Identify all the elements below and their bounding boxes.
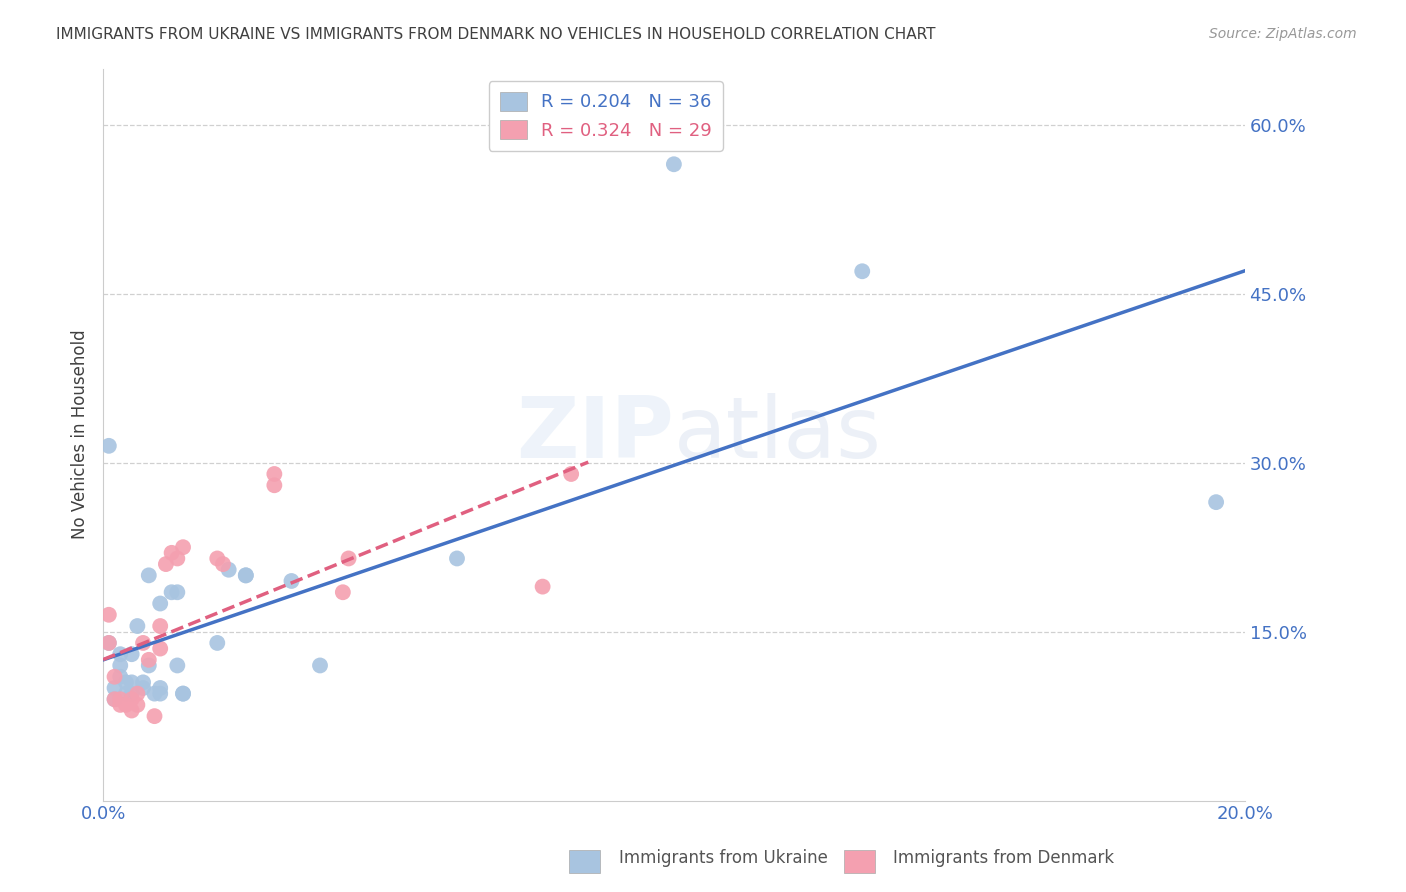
Text: Immigrants from Ukraine: Immigrants from Ukraine: [619, 849, 828, 867]
Point: [160, 546, 183, 560]
Point: [1205, 495, 1227, 509]
Point: [121, 687, 143, 701]
Point: [97, 636, 120, 650]
Point: [235, 568, 257, 582]
Point: [132, 681, 155, 695]
Point: [332, 585, 354, 599]
Point: [115, 698, 138, 712]
Point: [132, 675, 155, 690]
Point: [218, 563, 240, 577]
Point: [280, 574, 302, 588]
Point: [662, 157, 685, 171]
Y-axis label: No Vehicles in Household: No Vehicles in Household: [72, 330, 89, 540]
Point: [149, 687, 172, 701]
Point: [166, 658, 188, 673]
Point: [138, 568, 160, 582]
Point: [149, 641, 172, 656]
Point: [121, 675, 143, 690]
Point: [160, 585, 183, 599]
Point: [110, 692, 132, 706]
Point: [172, 687, 194, 701]
Point: [337, 551, 360, 566]
Point: [110, 670, 132, 684]
Point: [263, 478, 285, 492]
Point: [149, 597, 172, 611]
Point: [97, 607, 120, 622]
Point: [97, 636, 120, 650]
Point: [97, 439, 120, 453]
Point: [851, 264, 873, 278]
Point: [103, 692, 125, 706]
Text: atlas: atlas: [673, 393, 882, 476]
Point: [560, 467, 582, 481]
Point: [166, 551, 188, 566]
Point: [149, 619, 172, 633]
Point: [103, 670, 125, 684]
Point: [121, 704, 143, 718]
Point: [446, 551, 468, 566]
Text: Immigrants from Denmark: Immigrants from Denmark: [893, 849, 1114, 867]
Point: [207, 636, 229, 650]
Point: [207, 551, 229, 566]
Point: [235, 568, 257, 582]
Point: [110, 658, 132, 673]
Point: [127, 698, 149, 712]
Text: Source: ZipAtlas.com: Source: ZipAtlas.com: [1209, 27, 1357, 41]
Legend: R = 0.204   N = 36, R = 0.324   N = 29: R = 0.204 N = 36, R = 0.324 N = 29: [489, 81, 723, 151]
Point: [155, 557, 177, 571]
Point: [143, 709, 166, 723]
Point: [132, 636, 155, 650]
Point: [103, 692, 125, 706]
Point: [166, 585, 188, 599]
Point: [309, 658, 332, 673]
Point: [121, 692, 143, 706]
Point: [531, 580, 554, 594]
Point: [121, 647, 143, 661]
Point: [115, 675, 138, 690]
Point: [138, 653, 160, 667]
Point: [172, 687, 194, 701]
Point: [103, 681, 125, 695]
Point: [110, 698, 132, 712]
Point: [127, 619, 149, 633]
Text: IMMIGRANTS FROM UKRAINE VS IMMIGRANTS FROM DENMARK NO VEHICLES IN HOUSEHOLD CORR: IMMIGRANTS FROM UKRAINE VS IMMIGRANTS FR…: [56, 27, 936, 42]
Point: [149, 681, 172, 695]
Point: [138, 658, 160, 673]
Point: [143, 687, 166, 701]
Point: [263, 467, 285, 481]
Point: [115, 687, 138, 701]
Point: [212, 557, 235, 571]
Point: [127, 687, 149, 701]
Text: ZIP: ZIP: [516, 393, 673, 476]
Point: [110, 647, 132, 661]
Point: [172, 540, 194, 554]
